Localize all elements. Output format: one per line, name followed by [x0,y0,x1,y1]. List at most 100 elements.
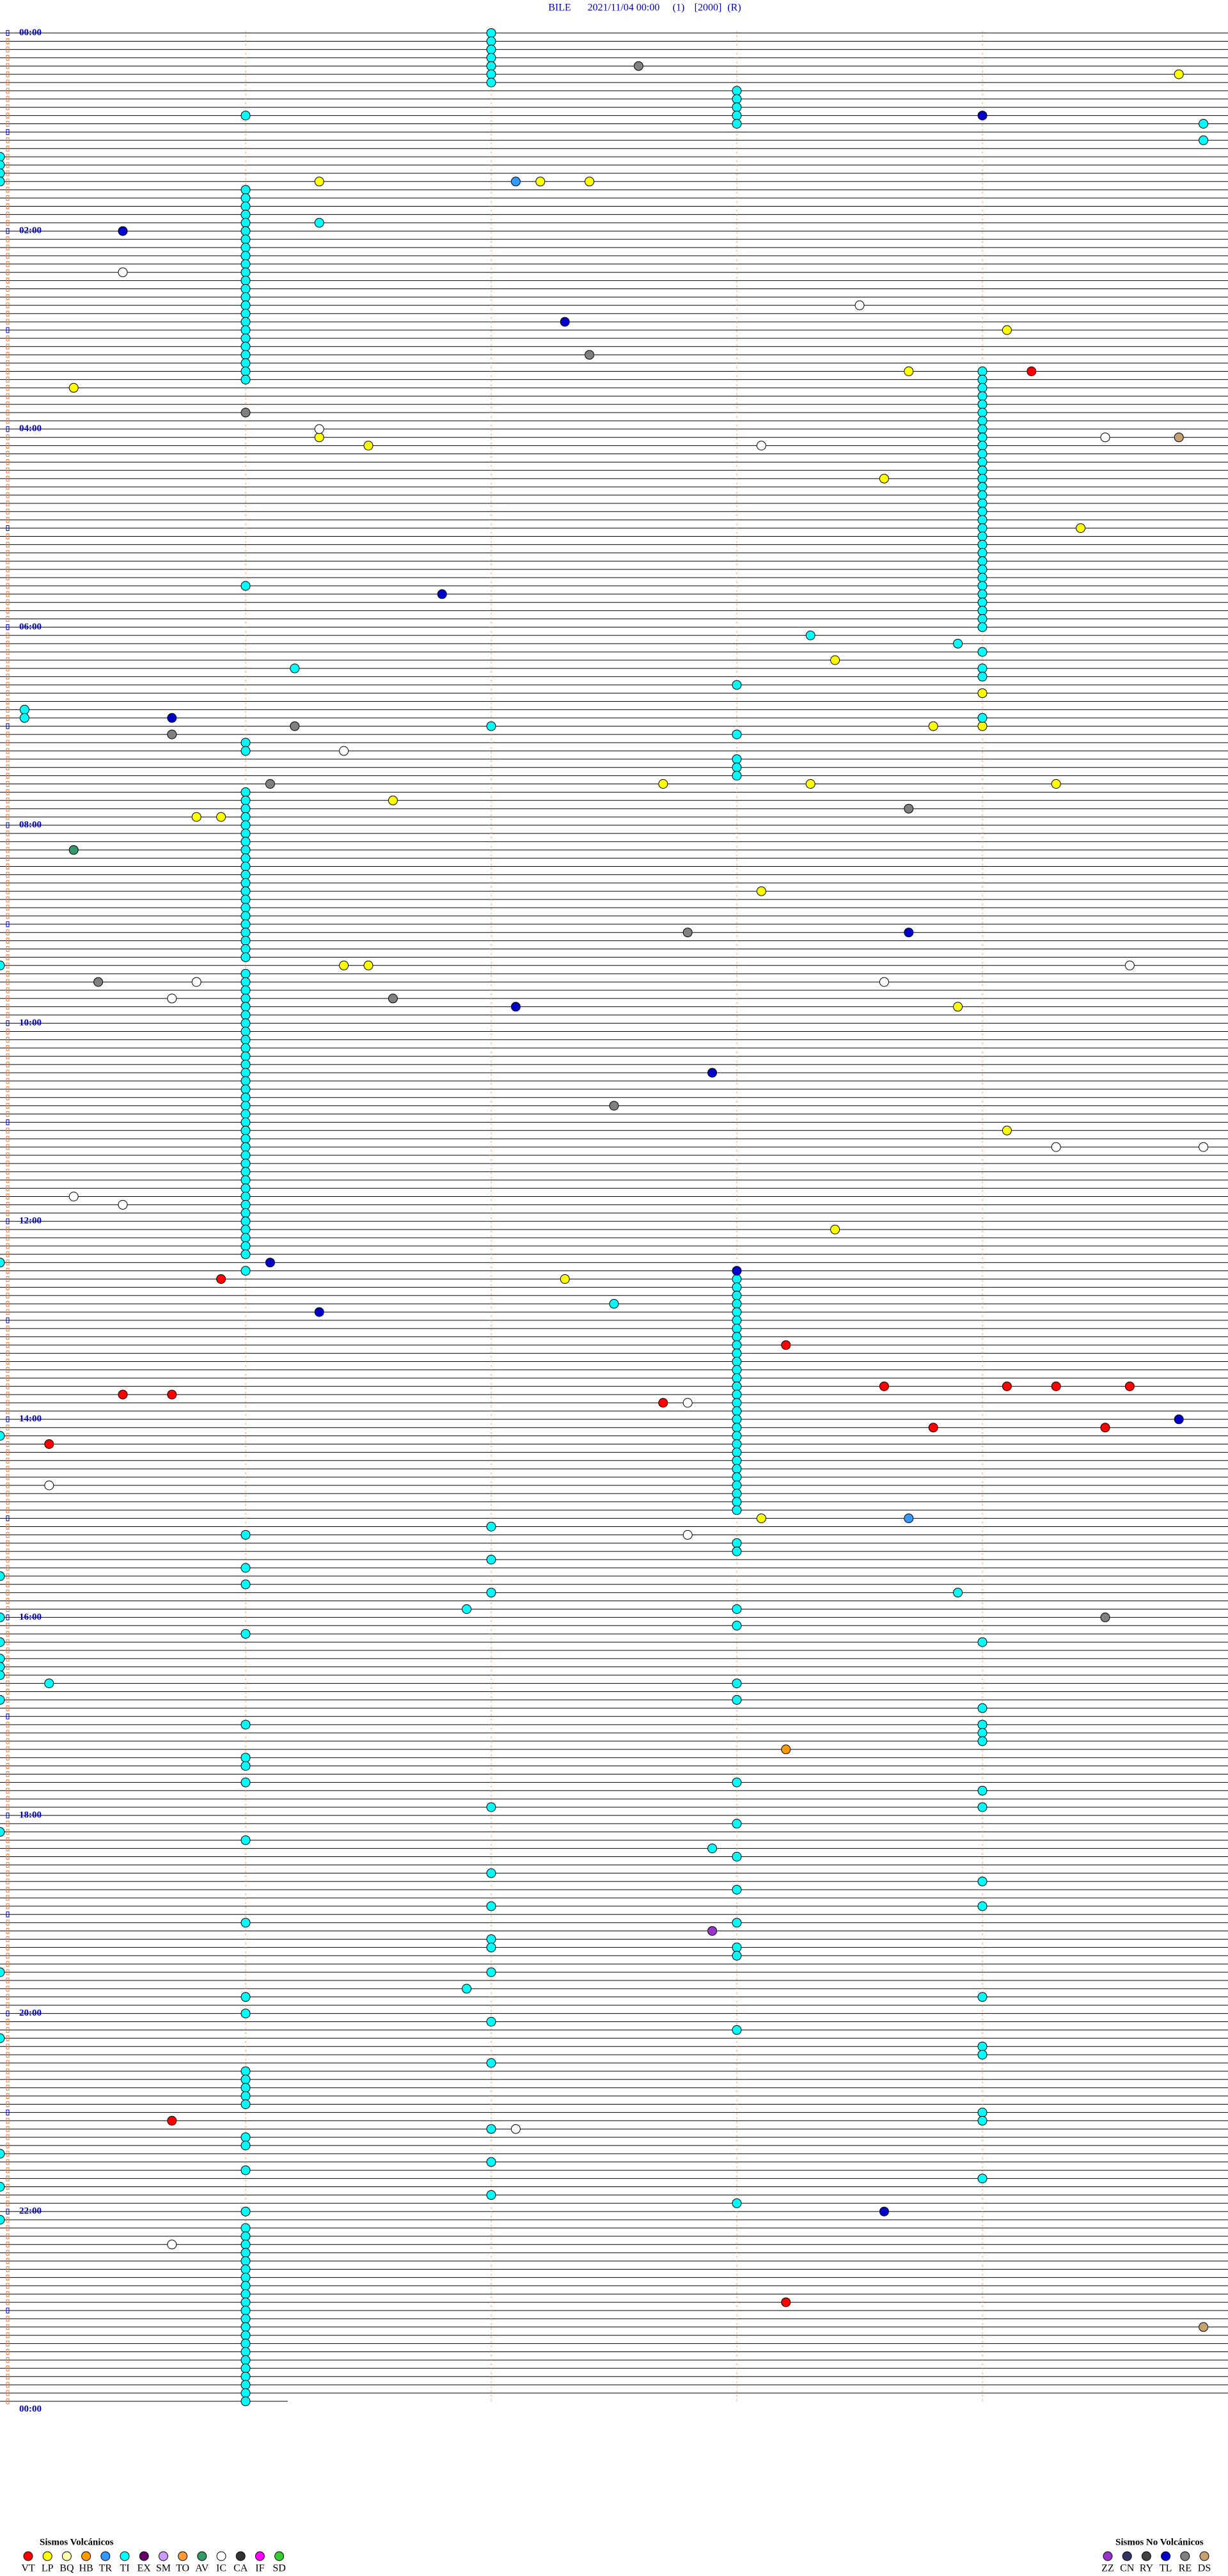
legend-label: TO [176,2563,189,2574]
event-marker [240,111,251,121]
event-marker [44,1480,54,1490]
row-tick [6,1375,10,1381]
row-tick [6,1061,10,1068]
row-tick [6,1078,10,1084]
row-tick [6,500,10,507]
row-tick [6,352,10,358]
legend-swatch [197,2551,207,2561]
row-tick [6,864,10,869]
legend-swatch [120,2551,130,2561]
event-marker [486,44,496,54]
event-marker [118,267,128,278]
row-tick [6,608,10,614]
row-tick [6,459,10,465]
event-marker [240,267,251,278]
event-marker [314,217,324,228]
row-tick [6,1300,10,1307]
row-tick [6,1886,10,1893]
event-marker [19,713,29,723]
event-marker [240,259,251,269]
legend-label: DS [1198,2563,1211,2574]
event-marker [240,2206,251,2216]
event-marker [904,1513,914,1524]
row-tick [6,2274,10,2280]
event-marker [240,2396,251,2406]
event-marker [904,367,914,376]
row-tick [6,1400,10,1406]
event-marker [240,1059,251,1070]
row-tick [6,492,10,498]
event-marker [953,638,963,649]
event-marker [486,1554,496,1565]
row-tick [6,748,10,754]
event-marker [977,449,988,459]
event-marker [977,2107,988,2117]
event-marker [118,226,128,236]
legend-label: TL [1160,2563,1172,2574]
row-tick [6,327,10,333]
event-marker [93,977,104,987]
event-marker [609,1101,619,1111]
row-tick [6,797,10,803]
event-marker [732,1398,742,1408]
event-marker [707,1068,718,1078]
event-marker [240,837,251,847]
row-tick [6,310,10,317]
row-tick [6,1812,10,1819]
event-marker [0,1612,5,1622]
row-tick [6,2068,10,2074]
event-marker [732,2025,742,2035]
event-marker [486,1588,496,1598]
event-marker [0,960,5,970]
event-marker [732,1389,742,1400]
event-marker [732,119,742,129]
event-marker [240,242,251,253]
event-marker [977,1785,988,1796]
legend-swatch [61,2551,72,2561]
row-tick [6,154,10,160]
event-marker [240,1224,251,1235]
event-marker [732,763,742,773]
row-tick [6,187,10,193]
row-tick [6,1268,10,1274]
event-marker [732,1340,742,1350]
event-marker [314,424,324,434]
event-marker [240,2009,251,2019]
row-tick [6,1655,10,1662]
event-marker [240,1777,251,1787]
event-marker [732,1315,742,1325]
event-marker [732,2198,742,2208]
row-tick [6,384,10,391]
event-marker [486,69,496,79]
row-tick [6,1499,10,1505]
row-tick [6,954,10,960]
event-marker [462,1604,472,1614]
row-tick [6,286,10,292]
event-marker [339,960,349,970]
row-tick [6,1796,10,1802]
row-tick [6,995,10,1002]
event-marker [240,234,251,244]
row-tick [6,1111,10,1117]
row-tick [6,475,10,482]
event-marker [977,473,988,484]
row-tick [6,484,10,490]
row-tick [6,591,10,597]
event-marker [240,1010,251,1020]
time-label: 06:00 [19,622,42,632]
event-marker [486,1802,496,1812]
row-tick [6,640,10,647]
event-marker [781,1744,791,1755]
event-marker [732,1423,742,1433]
row-tick [6,1738,10,1744]
row-tick [6,2027,10,2033]
legend-swatch [1141,2551,1151,2561]
scale: [2000] [695,3,722,13]
row-tick [6,1614,10,1620]
row-tick [6,723,10,729]
row-tick [6,979,10,985]
event-marker [240,1192,251,1201]
event-marker [0,1662,5,1672]
event-marker [240,209,251,219]
event-marker [240,2347,251,2357]
